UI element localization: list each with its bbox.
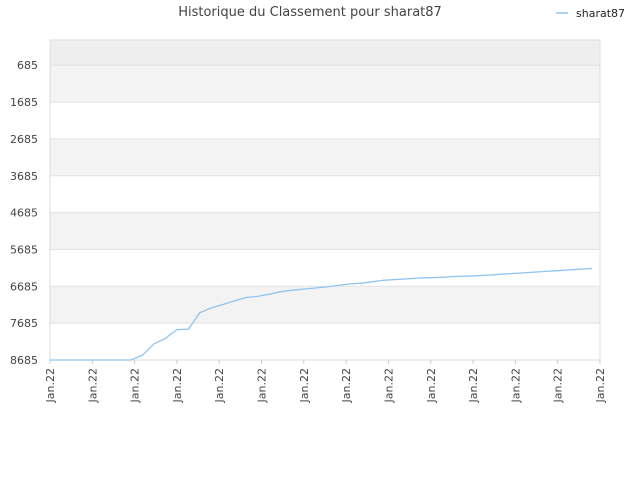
x-tick-label: Jan.22 [213, 368, 226, 403]
plot-background [50, 40, 600, 360]
legend: sharat87 [556, 7, 625, 20]
plot-band [50, 286, 600, 324]
x-tick-label: Jan.22 [467, 368, 480, 403]
x-tick-label: Jan.22 [594, 368, 607, 403]
plot-band [50, 175, 600, 213]
x-tick-label: Jan.22 [256, 368, 269, 403]
y-tick-label: 8685 [10, 354, 38, 367]
x-axis-ticks: Jan.22 Jan.22 Jan.22 Jan.22 Jan.22 Jan.22 Jan.… [44, 360, 607, 403]
x-tick-label: Jan.22 [509, 368, 522, 403]
x-tick-label: Jan.22 [171, 368, 184, 403]
x-tick-label: Jan.22 [86, 368, 99, 403]
grid-lines [49, 39, 601, 361]
chart-title: Historique du Classement pour sharat87 [178, 5, 442, 20]
series-line-sharat87 [50, 267, 593, 361]
plot-band [50, 102, 600, 139]
y-tick-label: 3685 [10, 170, 38, 183]
y-tick-label: 5685 [10, 243, 38, 256]
x-tick-label: Jan.22 [44, 368, 57, 403]
x-tick-label: Jan.22 [340, 368, 353, 403]
y-tick-label: 6685 [10, 280, 38, 293]
x-tick-label: Jan.22 [552, 368, 565, 403]
y-tick-label: 7685 [10, 317, 38, 330]
plot-band [50, 40, 600, 66]
series-layer [50, 267, 593, 361]
x-tick-label: Jan.22 [129, 368, 142, 403]
x-tick-label: Jan.22 [298, 368, 311, 403]
y-tick-label: 4685 [10, 207, 38, 220]
plot-border [49, 39, 601, 361]
y-tick-label: 685 [17, 59, 38, 72]
y-axis-ticks: 685 1685 2685 3685 4685 5685 6685 7685 8685 [10, 59, 38, 367]
plot-band [50, 65, 600, 103]
plot-band [50, 212, 600, 250]
plot-band [50, 323, 600, 360]
plot-band [50, 138, 600, 176]
y-tick-label: 2685 [10, 133, 38, 146]
x-tick-label: Jan.22 [425, 368, 438, 403]
y-tick-label: 1685 [10, 96, 38, 109]
plot-band [50, 249, 600, 287]
legend-label-sharat87: sharat87 [576, 7, 625, 20]
x-tick-label: Jan.22 [382, 368, 395, 403]
